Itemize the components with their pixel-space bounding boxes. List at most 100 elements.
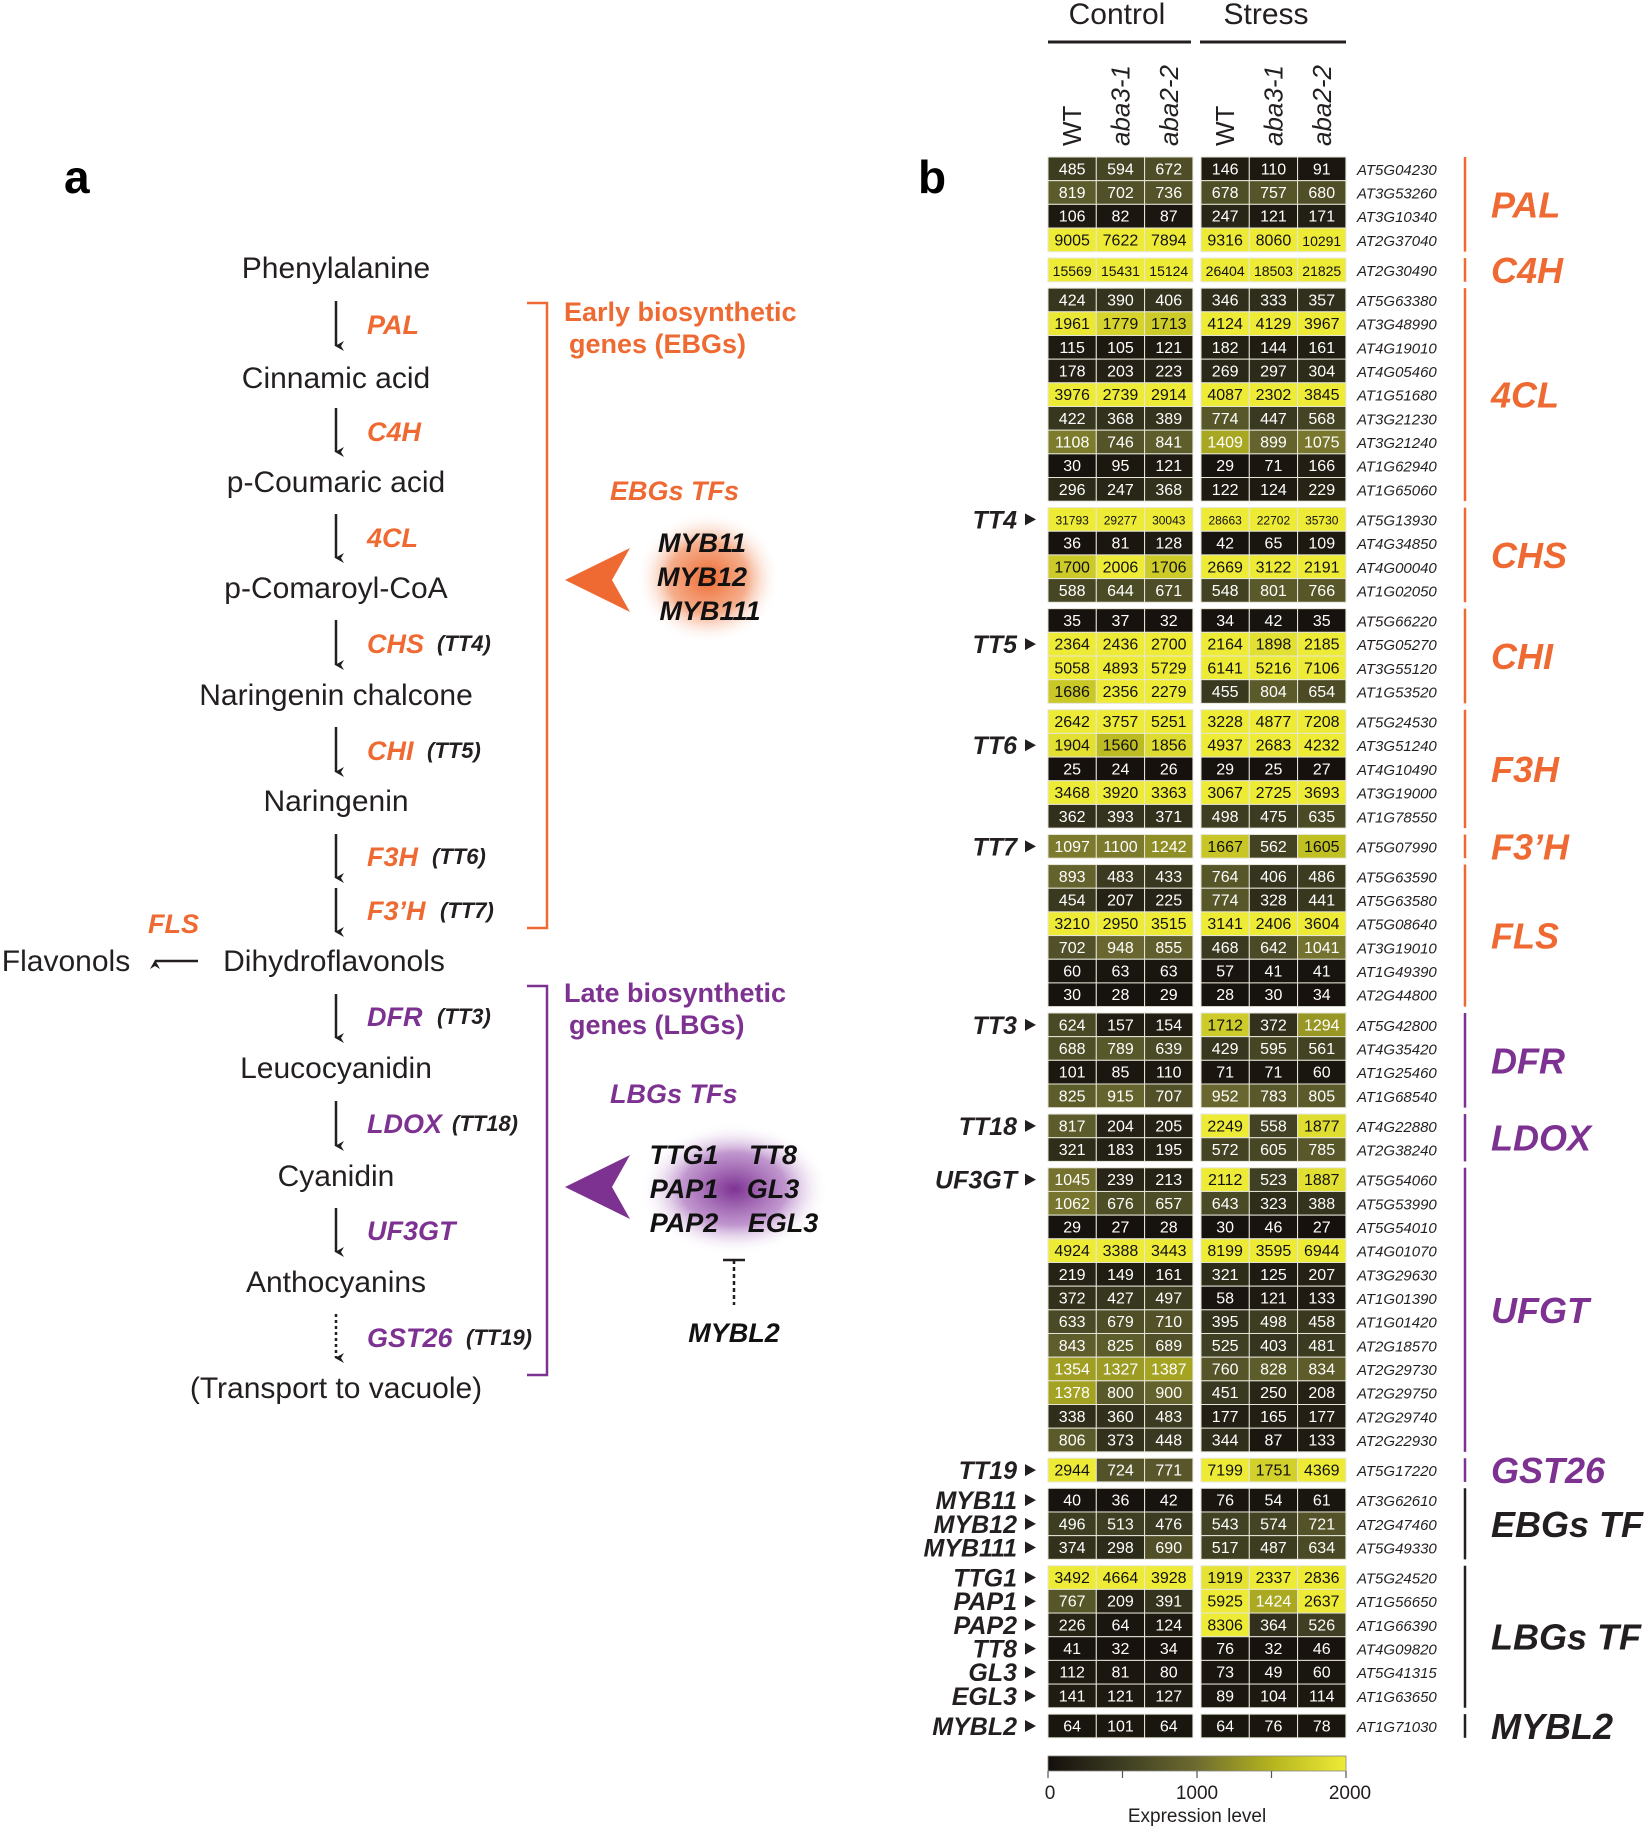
heatmap-row: 372 427 497 58 121 133 AT1G01390 <box>1047 1285 1437 1311</box>
cell-value: 1062 <box>1054 1196 1090 1213</box>
cell-value: 1686 <box>1054 684 1090 701</box>
column-header: aba3-1 <box>1105 65 1135 146</box>
cell-value: 178 <box>1059 363 1086 380</box>
gene-id: AT2G18570 <box>1356 1338 1437 1355</box>
cell-value: 487 <box>1260 1540 1287 1557</box>
cell-value: 562 <box>1260 839 1287 856</box>
cell-value: 28 <box>1160 1219 1178 1236</box>
cell-value: 391 <box>1155 1594 1182 1611</box>
cell-value: 789 <box>1107 1041 1134 1058</box>
svg-text:PAL: PAL <box>367 310 419 340</box>
cell-value: 298 <box>1107 1540 1134 1557</box>
cell-value: 774 <box>1212 411 1239 428</box>
ebg-bracket-label-2: genes (EBGs) <box>569 329 746 359</box>
cell-value: 1097 <box>1054 839 1090 856</box>
gene-id: AT3G53260 <box>1356 186 1437 203</box>
cell-value: 205 <box>1155 1118 1182 1135</box>
cell-value: 71 <box>1265 458 1283 475</box>
cell-value: 80 <box>1160 1665 1178 1682</box>
cell-value: 5058 <box>1054 660 1090 677</box>
gene-id: AT5G05270 <box>1356 637 1437 654</box>
heatmap-row: 31793 29277 30043 28663 22702 35730 AT5G13930 T… <box>973 506 1438 534</box>
cell-value: 71 <box>1265 1065 1283 1082</box>
cell-value: 8060 <box>1256 232 1292 249</box>
cell-value: 558 <box>1260 1118 1287 1135</box>
tf-ttg1: TTG1 <box>649 1140 718 1170</box>
cell-value: 454 <box>1059 893 1086 910</box>
cell-value: 128 <box>1155 536 1182 553</box>
cell-value: 841 <box>1155 435 1182 452</box>
heatmap-row: 624 157 154 1712 372 1294 AT5G42800 TT3 <box>973 1012 1438 1040</box>
cell-value: 121 <box>1260 1290 1287 1307</box>
colorbar-tick-1000: 1000 <box>1176 1783 1218 1804</box>
cell-value: 2436 <box>1103 637 1139 654</box>
heatmap-cell <box>1144 803 1194 829</box>
gene-id: AT3G19010 <box>1356 940 1437 957</box>
cell-value: 18503 <box>1254 263 1293 279</box>
gene-group: 35 37 32 34 42 35 AT5G66220 2364 2436 2700 2164 189… <box>973 608 1437 704</box>
cell-value: 561 <box>1308 1041 1335 1058</box>
tt-label: TT5 <box>973 631 1019 659</box>
svg-text:CHI: CHI <box>367 736 414 766</box>
cell-value: 2364 <box>1054 637 1090 654</box>
heatmap-row: 296 247 368 122 124 229 AT1G65060 <box>1047 477 1437 502</box>
cell-value: 9316 <box>1207 232 1243 249</box>
cell-value: 3928 <box>1151 1570 1187 1587</box>
cell-value: 29 <box>1063 1219 1081 1236</box>
cell-value: 624 <box>1059 1017 1086 1034</box>
pointer-triangle-icon <box>1025 1642 1036 1655</box>
cell-value: 362 <box>1059 809 1086 826</box>
cell-value: 746 <box>1107 435 1134 452</box>
cell-value: 476 <box>1155 1516 1182 1533</box>
cell-value: 1378 <box>1054 1385 1090 1402</box>
cell-value: 543 <box>1212 1516 1239 1533</box>
tf-gl3: GL3 <box>747 1174 800 1204</box>
cell-value: 1387 <box>1151 1361 1187 1378</box>
cell-value: 7894 <box>1151 232 1187 249</box>
gene-id: AT5G54060 <box>1356 1173 1437 1190</box>
cell-value: 31793 <box>1055 513 1089 527</box>
cell-value: 785 <box>1308 1142 1335 1159</box>
tt-label: MYBL2 <box>932 1713 1017 1741</box>
heatmap-cell <box>1144 679 1194 704</box>
cell-value: 239 <box>1107 1172 1134 1189</box>
cell-value: 3595 <box>1256 1243 1292 1260</box>
pointer-triangle-icon <box>1025 1618 1036 1631</box>
cell-value: 468 <box>1212 940 1239 957</box>
gene-id: AT4G22880 <box>1356 1119 1437 1136</box>
cell-value: 1700 <box>1054 559 1090 576</box>
gene-id: AT2G47460 <box>1356 1517 1437 1534</box>
cell-value: 27 <box>1112 1219 1130 1236</box>
cell-value: 2185 <box>1304 637 1340 654</box>
group-label: F3’H <box>1491 826 1570 867</box>
gene-id: AT1G02050 <box>1356 583 1437 600</box>
gene-id: AT3G10340 <box>1356 209 1437 226</box>
enzyme-f3prime-h: F3’H (TT7) <box>367 896 494 926</box>
heatmap-cell <box>1144 982 1194 1008</box>
cell-value: 458 <box>1308 1314 1335 1331</box>
heatmap-row: 101 85 110 71 71 60 AT1G25460 <box>1047 1059 1437 1085</box>
tf-myb11: MYB11 <box>658 528 746 558</box>
cell-value: 2302 <box>1256 387 1292 404</box>
cell-value: 121 <box>1107 1688 1134 1705</box>
cell-value: 3363 <box>1151 785 1187 802</box>
enzyme-c4h: C4H <box>367 417 422 447</box>
heatmap-row: 4924 3388 3443 8199 3595 6944 AT4G01070 <box>1047 1238 1437 1263</box>
gene-id: AT4G01070 <box>1356 1244 1437 1261</box>
tf-mybl2: MYBL2 <box>688 1318 780 1348</box>
heatmap-cell <box>1144 1457 1194 1483</box>
cell-value: 346 <box>1212 292 1239 309</box>
cell-value: 22702 <box>1257 513 1291 527</box>
tf-myb12: MYB12 <box>657 562 747 592</box>
cell-value: 24 <box>1112 761 1130 778</box>
cell-value: 76 <box>1216 1641 1234 1658</box>
cell-value: 109 <box>1308 536 1335 553</box>
pointer-triangle-icon <box>1025 739 1036 752</box>
gene-id: AT2G30490 <box>1356 263 1437 280</box>
gene-id: AT3G51240 <box>1356 738 1437 755</box>
gene-id: AT3G19000 <box>1356 786 1437 803</box>
column-header: aba3-1 <box>1258 65 1288 146</box>
ebg-tfs-title: EBGs TFs <box>610 476 739 506</box>
cell-value: 30043 <box>1152 513 1186 527</box>
cell-value: 639 <box>1155 1041 1182 1058</box>
